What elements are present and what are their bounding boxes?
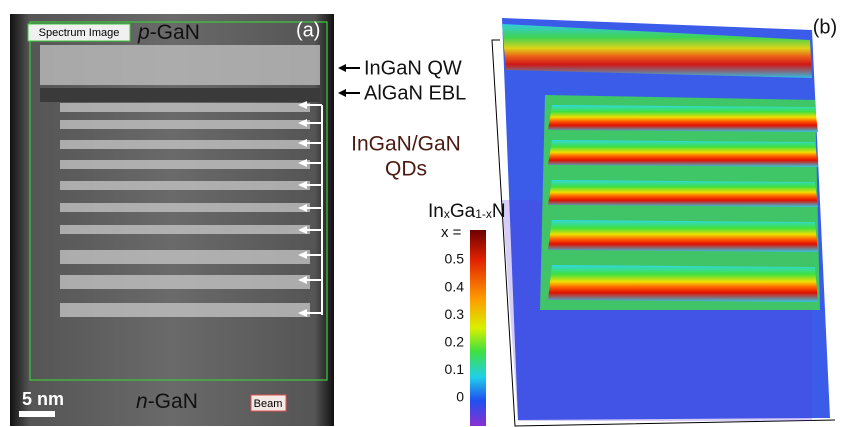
top-layer-rest: -GaN — [150, 21, 200, 44]
ebl-band — [40, 88, 320, 102]
colorbar-tick: 0.5 — [445, 251, 465, 267]
qw-label: InGaN QW — [364, 57, 462, 79]
top-layer: p-GaN — [137, 21, 200, 44]
qd-band — [60, 225, 310, 234]
qw-arrowhead — [338, 64, 346, 72]
colorbar-tick: 0.1 — [445, 361, 465, 377]
qd-band — [60, 160, 310, 169]
colorbar-tick: 0.3 — [445, 306, 465, 322]
beam-tag — [250, 394, 287, 412]
arrow-head — [298, 204, 307, 212]
colorbar-tick: 0.2 — [445, 334, 465, 350]
qd-bands — [60, 103, 310, 317]
title-sub1: x — [444, 207, 450, 221]
scale-bar — [19, 411, 55, 417]
qd-ridge — [548, 220, 818, 252]
qd-band — [60, 181, 310, 190]
ebl-label: AlGaN EBL — [364, 82, 466, 104]
qds-label-2: QDs — [385, 158, 427, 181]
qd-band — [60, 120, 310, 129]
scale-label: 5 nm — [22, 389, 64, 409]
surface-bands — [540, 95, 820, 310]
spectrum-label: Spectrum Image — [39, 27, 120, 39]
qd-band — [60, 140, 310, 149]
colorbar — [470, 230, 486, 426]
title-sub2: 1-x — [475, 207, 492, 221]
bottom-layer-rest: -GaN — [148, 390, 198, 413]
qd-band — [60, 275, 310, 289]
colorbar-tick: 0 — [456, 389, 464, 405]
panel-label: (a) — [296, 19, 320, 41]
panel-a: Spectrum Image p-GaN (a) InGaN QW AlGaN … — [10, 14, 466, 426]
beam-label: Beam — [254, 398, 283, 410]
panel-b: (b) InxGa1-xN x = 0.5 0.4 0.3 0.2 0.1 0 — [428, 16, 837, 427]
qd-ridge — [548, 140, 818, 167]
arrow-head — [298, 159, 307, 167]
qd-ridge — [548, 105, 818, 132]
arrow-head — [298, 101, 307, 109]
colorbar-title: InxGa1-xN — [428, 201, 506, 222]
qds-label-1: InGaN/GaN — [351, 133, 461, 156]
title-ga: Ga — [450, 201, 476, 222]
qd-band — [60, 250, 310, 264]
colorbar-ticks: 0.5 0.4 0.3 0.2 0.1 0 — [445, 251, 465, 405]
arrow-head — [298, 181, 307, 189]
arrow-head — [298, 251, 307, 259]
top-layer-italic: p — [137, 21, 150, 44]
ebl-arrowhead — [338, 89, 346, 97]
qd-ridge — [548, 265, 818, 302]
arrow-head — [298, 226, 307, 234]
qw-band — [40, 45, 320, 85]
panel-label: (b) — [813, 16, 837, 38]
axis-frame — [491, 39, 836, 427]
arrow-head — [298, 309, 307, 317]
bottom-layer: n-GaN — [136, 390, 198, 413]
qd-band — [60, 303, 310, 317]
qd-arrows — [298, 101, 323, 317]
qd-ridge — [548, 180, 818, 207]
arrow-head — [298, 139, 307, 147]
spectrum-box — [29, 21, 328, 381]
spectrum-tag — [27, 23, 131, 42]
title-n: N — [492, 201, 506, 222]
bottom-layer-italic: n — [136, 390, 148, 413]
arrow-head — [298, 119, 307, 127]
top-band — [502, 24, 812, 78]
qd-band — [60, 103, 310, 112]
colorbar-x-label: x = — [441, 224, 462, 241]
qd-band — [60, 203, 310, 212]
arrow-head — [298, 276, 307, 284]
colorbar-tick: 0.4 — [445, 278, 465, 294]
title-in: In — [428, 201, 444, 222]
